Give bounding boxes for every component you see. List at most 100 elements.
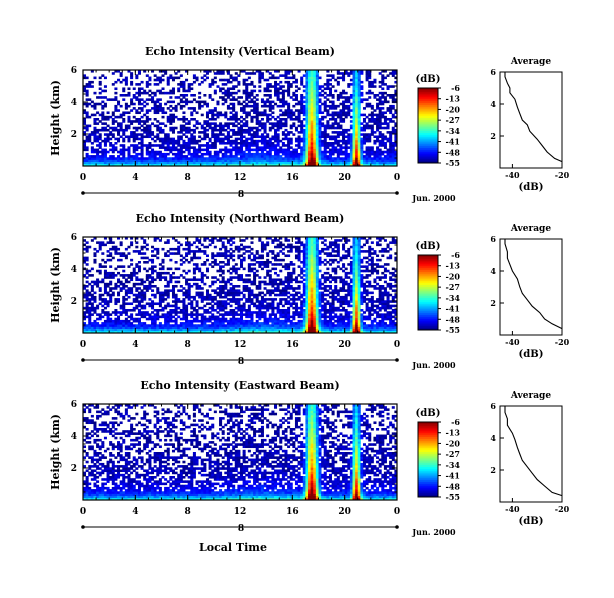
heatmap-cell — [153, 330, 157, 334]
heatmap-cell — [297, 100, 301, 104]
heatmap-cell — [198, 269, 202, 273]
heatmap-cell — [192, 148, 196, 152]
heatmap-cell — [378, 148, 382, 152]
heatmap-cell — [232, 122, 236, 125]
heatmap-cell — [182, 161, 186, 165]
heatmap-cell — [268, 161, 272, 165]
heatmap-cell — [177, 252, 181, 255]
heatmap-cell — [336, 104, 340, 108]
heatmap-cell — [263, 330, 267, 334]
heatmap-cell — [151, 276, 155, 279]
heatmap-cell — [258, 304, 262, 308]
heatmap-cell — [132, 326, 136, 330]
heatmap-cell — [98, 265, 102, 268]
heatmap-cell — [253, 157, 257, 160]
heatmap-cell — [98, 80, 102, 84]
heatmap-cell — [145, 74, 149, 77]
heatmap-cell — [274, 94, 278, 97]
heatmap-cell — [365, 115, 369, 119]
heatmap-cell — [342, 91, 346, 95]
heatmap-cell — [114, 326, 118, 330]
heatmap-cell — [219, 142, 223, 145]
heatmap-cell — [389, 155, 393, 158]
heatmap-cell — [174, 261, 178, 264]
heatmap-cell — [313, 139, 317, 143]
heatmap-cell — [148, 280, 152, 284]
heatmap-cell — [266, 258, 270, 262]
heatmap-cell — [284, 137, 288, 141]
heatmap-cell — [114, 148, 118, 152]
colorbar-swatch — [418, 104, 438, 108]
heatmap-cell — [88, 328, 92, 332]
heatmap-cell — [347, 83, 351, 86]
heatmap-cell — [127, 252, 131, 255]
heatmap-cell — [313, 133, 317, 136]
heatmap-cell — [213, 309, 217, 312]
heatmap-cell — [179, 317, 183, 321]
heatmap-cell — [271, 137, 275, 141]
heatmap-cell — [203, 295, 207, 299]
heatmap-cell — [232, 319, 236, 323]
heatmap-cell — [357, 74, 361, 77]
heatmap-cell — [153, 152, 157, 156]
heatmap-cell — [255, 107, 259, 110]
heatmap-cell — [328, 157, 332, 160]
heatmap-cell — [232, 159, 236, 163]
heatmap-cell — [164, 252, 168, 255]
heatmap-cell — [292, 76, 296, 80]
heatmap-cell — [85, 263, 89, 266]
heatmap-cell — [111, 241, 115, 244]
heatmap-cell — [268, 278, 272, 282]
heatmap-cell — [342, 131, 346, 134]
heatmap-cell — [221, 276, 225, 279]
heatmap-cell — [96, 269, 100, 273]
heatmap-cell — [198, 159, 202, 163]
heatmap-cell — [140, 80, 144, 84]
heatmap-cell — [394, 128, 398, 132]
heatmap-cell — [229, 254, 233, 258]
heatmap-cell — [242, 256, 246, 260]
heatmap-cell — [383, 115, 387, 119]
heatmap-cell — [253, 163, 257, 167]
x-tick-label: 0 — [394, 173, 400, 183]
heatmap-cell — [179, 152, 183, 156]
heatmap-cell — [360, 142, 364, 145]
heatmap-cell — [255, 330, 259, 334]
heatmap-cell — [268, 144, 272, 147]
heatmap-cell — [352, 104, 356, 108]
heatmap-cell — [266, 298, 270, 301]
heatmap-cell — [274, 159, 278, 163]
heatmap-cell — [234, 298, 238, 301]
heatmap-cell — [234, 157, 238, 160]
heatmap-cell — [156, 237, 160, 240]
heatmap-cell — [106, 324, 110, 327]
heatmap-cell — [305, 76, 309, 80]
heatmap-cell — [101, 159, 105, 163]
heatmap-cell — [263, 100, 267, 104]
heatmap-cell — [381, 102, 385, 106]
heatmap-cell — [127, 326, 131, 330]
heatmap-cell — [297, 142, 301, 145]
heatmap-cell — [103, 243, 107, 247]
heatmap-cell — [200, 126, 204, 130]
heatmap-cell — [279, 161, 283, 165]
heatmap-cell — [276, 304, 280, 308]
heatmap-cell — [164, 304, 168, 308]
heatmap-cell — [263, 155, 267, 158]
heatmap-cell — [260, 243, 264, 247]
heatmap-cell — [221, 295, 225, 299]
heatmap-cell — [166, 142, 170, 145]
heatmap-cell — [242, 83, 246, 86]
heatmap-cell — [177, 324, 181, 327]
colorbar-swatch — [418, 89, 438, 93]
colorbar-swatch — [418, 99, 438, 102]
heatmap-cell — [137, 269, 141, 273]
heatmap-cell — [279, 100, 283, 104]
heatmap-cell — [274, 163, 278, 167]
heatmap-cell — [326, 94, 330, 97]
heatmap-cell — [90, 157, 94, 160]
heatmap-cell — [297, 163, 301, 167]
heatmap-cell — [255, 104, 259, 108]
heatmap-cell — [276, 289, 280, 292]
heatmap-cell — [171, 100, 175, 104]
